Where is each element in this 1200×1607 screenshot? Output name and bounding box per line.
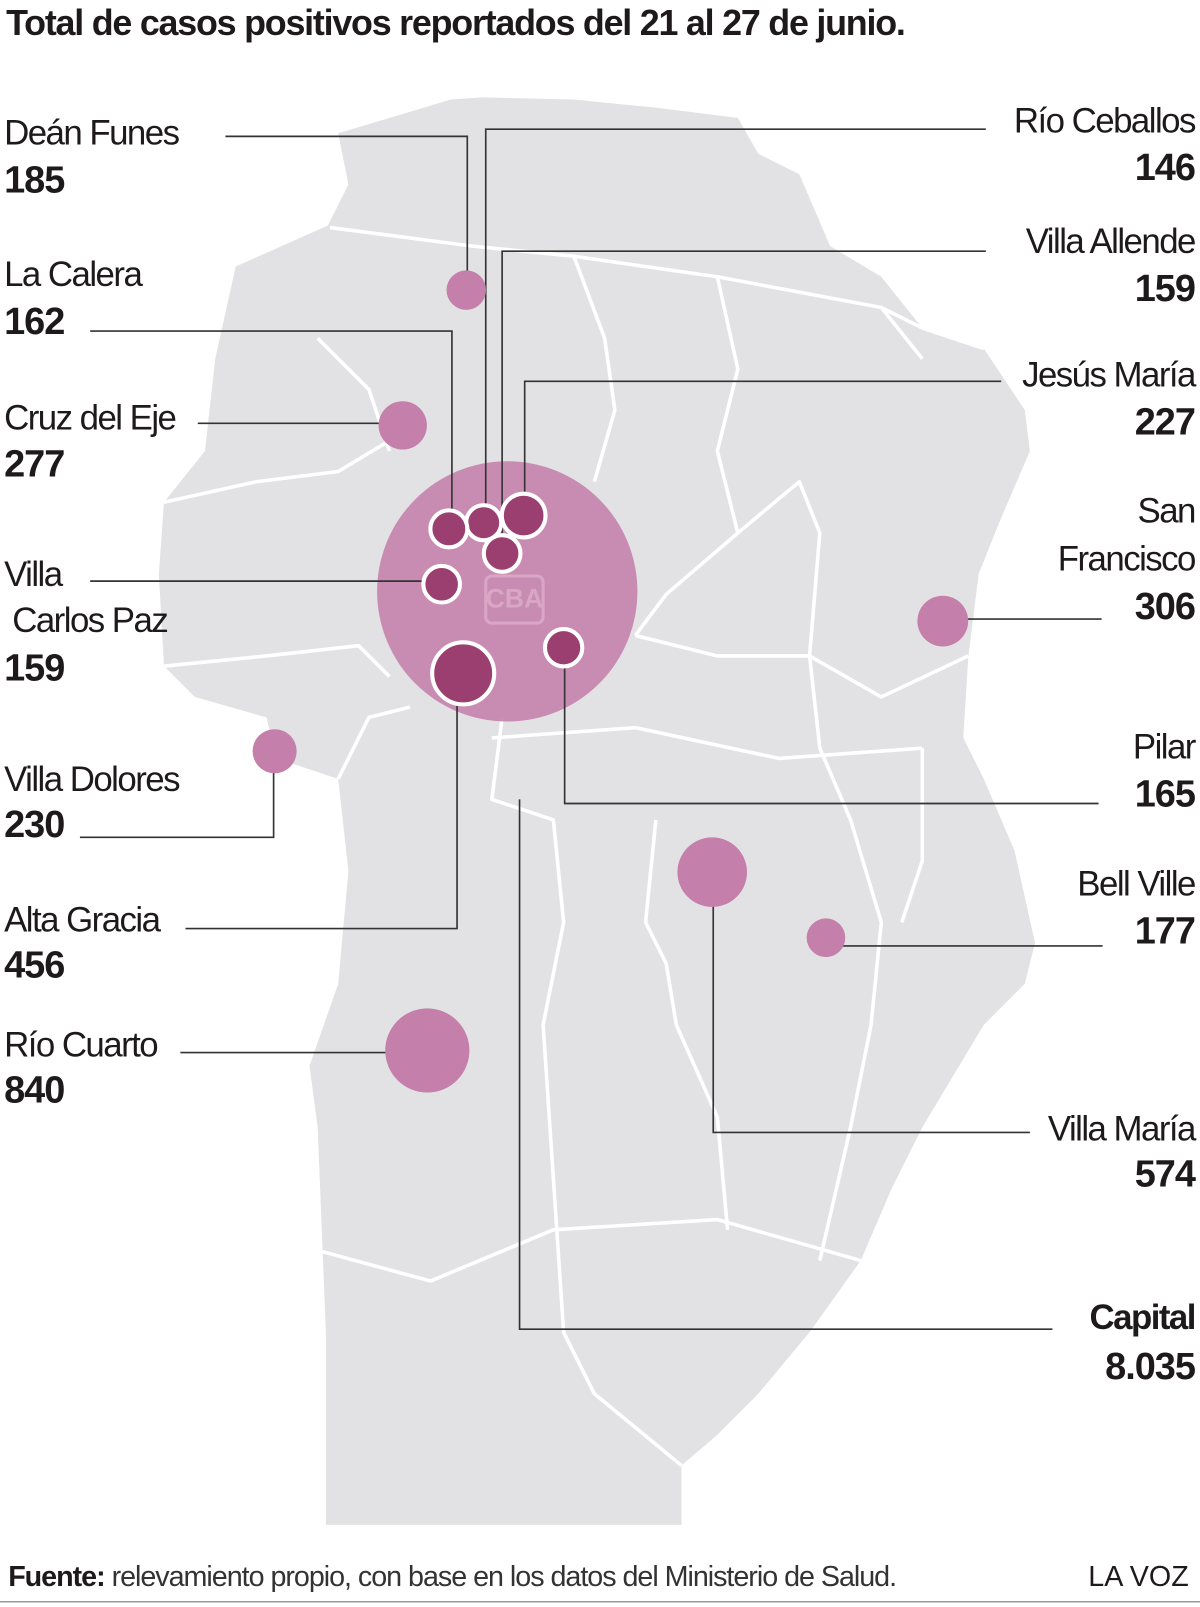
city-name-line: Francisco xyxy=(1050,540,1195,579)
city-bubble xyxy=(446,270,487,310)
city-name: Villa Carlos Paz xyxy=(4,555,167,640)
city-name: Pilar xyxy=(1133,727,1197,766)
city-value: 456 xyxy=(4,944,64,986)
source: Fuente: relevamiento propio, con base en… xyxy=(8,1561,896,1593)
city-value: 159 xyxy=(4,647,64,689)
department-border xyxy=(329,225,924,360)
city-bubble xyxy=(385,1008,470,1093)
leader-line xyxy=(501,250,986,554)
leader-line xyxy=(712,872,1030,1134)
department-border xyxy=(572,255,617,483)
city-bubble xyxy=(252,729,297,774)
department-border xyxy=(317,1217,862,1283)
leader-line xyxy=(90,330,453,529)
city-value: 159 xyxy=(1135,268,1195,310)
source-label: Fuente: xyxy=(8,1561,104,1593)
city-name: Cruz del Eje xyxy=(4,398,175,437)
city-value: 227 xyxy=(1135,401,1195,443)
city-name: Villa Allende xyxy=(1026,222,1195,261)
city-name: Villa María xyxy=(1048,1110,1197,1149)
city-bubble xyxy=(917,595,969,647)
city-name: Deán Funes xyxy=(4,114,179,153)
brand: LA VOZ xyxy=(1088,1561,1188,1593)
department-border xyxy=(900,748,925,923)
city-value: 146 xyxy=(1135,147,1195,189)
city-value: 574 xyxy=(1135,1154,1196,1196)
city-name-line: Carlos Paz xyxy=(4,601,167,640)
department-border xyxy=(736,479,822,749)
department-border xyxy=(336,705,411,780)
city-bubble xyxy=(499,491,548,540)
leader-line xyxy=(484,128,986,523)
city-name: Capital xyxy=(1090,1298,1195,1337)
city-value: 177 xyxy=(1135,911,1195,953)
city-name: Alta Gracia xyxy=(4,901,162,940)
department-border xyxy=(163,439,391,504)
city-value: 165 xyxy=(1135,773,1196,815)
department-border xyxy=(551,1178,683,1467)
city-bubble xyxy=(430,640,497,707)
department-border xyxy=(490,717,566,1179)
leader-line xyxy=(523,380,1002,516)
city-name-line: San xyxy=(1138,492,1196,531)
leader-line xyxy=(563,647,1099,805)
leader-line xyxy=(79,751,275,839)
city-name: San Francisco xyxy=(1050,492,1195,579)
city-bubble xyxy=(428,508,470,550)
source-text: relevamiento propio, con base en los dat… xyxy=(112,1561,897,1593)
city-name: Jesús María xyxy=(1022,355,1197,394)
title: Total de casos positivos reportados del … xyxy=(6,3,904,43)
province xyxy=(158,97,1036,1525)
city-value: 8.035 xyxy=(1105,1346,1196,1388)
city-bubble xyxy=(481,533,523,574)
city-name: La Calera xyxy=(4,255,143,294)
city-bubble xyxy=(677,837,748,907)
city-bubble xyxy=(378,401,427,450)
department-border xyxy=(163,643,391,678)
leader-line xyxy=(225,135,469,291)
city-name: Río Cuarto xyxy=(4,1026,157,1065)
city-bubble xyxy=(806,918,846,958)
city-name-line: Villa xyxy=(4,555,64,594)
department-border xyxy=(818,747,884,1261)
department-border xyxy=(880,305,985,351)
leader-line xyxy=(185,673,458,930)
department-border xyxy=(643,819,730,1230)
city-value: 306 xyxy=(1135,586,1195,628)
city-value: 840 xyxy=(4,1069,64,1111)
city-name: Río Ceballos xyxy=(1014,101,1196,140)
city-value: 277 xyxy=(4,443,64,485)
city-value: 185 xyxy=(4,160,65,202)
leader-line xyxy=(518,799,1053,1331)
city-value: 162 xyxy=(4,301,64,343)
city-bubble xyxy=(542,627,585,669)
city-badge xyxy=(484,574,545,625)
department-border xyxy=(634,633,970,699)
map-label: CBA xyxy=(486,584,544,614)
city-name: Villa Dolores xyxy=(4,760,180,799)
city-name: Bell Ville xyxy=(1077,865,1195,904)
department-border xyxy=(633,276,740,637)
department-border xyxy=(491,725,923,761)
city-value: 230 xyxy=(4,804,64,846)
city-bubble xyxy=(421,563,463,605)
